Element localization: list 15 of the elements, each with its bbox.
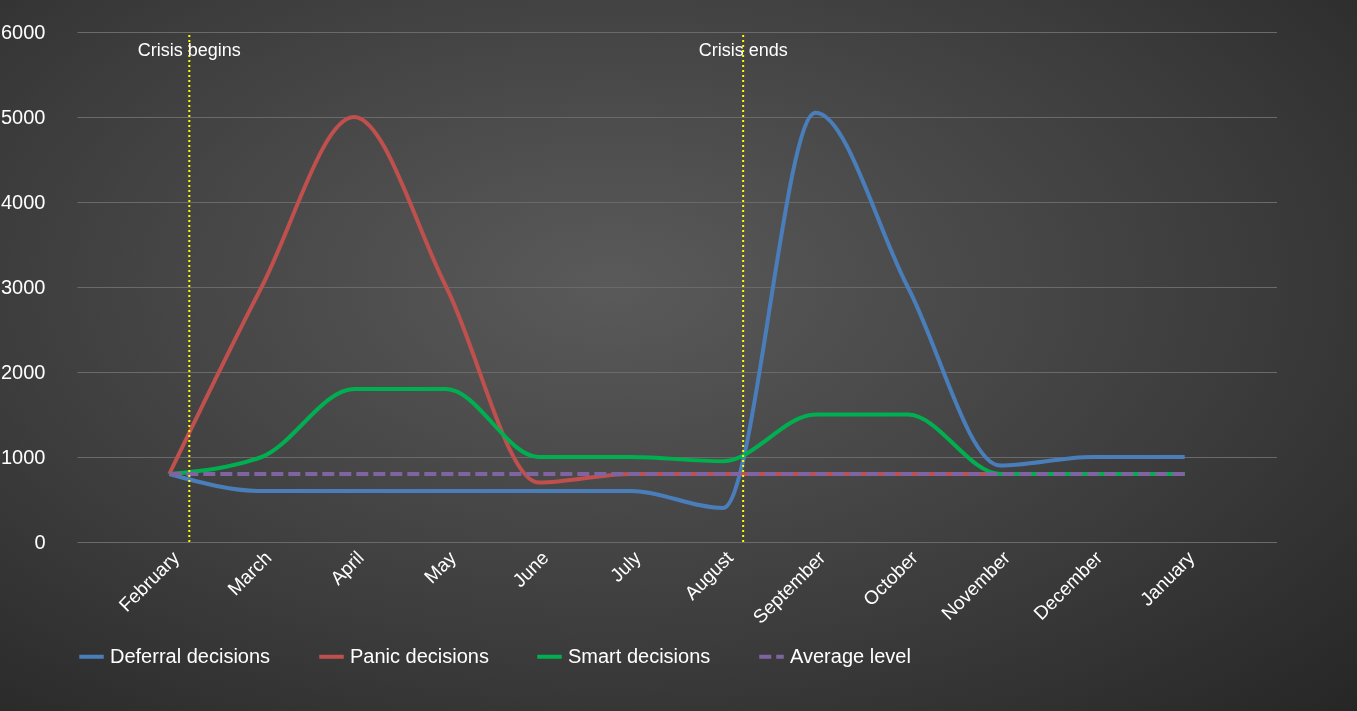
y-tick-label: 5000 bbox=[1, 105, 46, 128]
y-tick-label: 1000 bbox=[1, 445, 46, 468]
legend-label: Average level bbox=[790, 644, 911, 667]
legend-label: Smart decisions bbox=[568, 644, 711, 667]
legend-label: Panic decisions bbox=[350, 644, 489, 667]
x-tick-label: July bbox=[606, 546, 646, 586]
y-tick-label: 6000 bbox=[1, 20, 46, 43]
ref-line-label: Crisis begins bbox=[137, 40, 241, 60]
y-tick-label: 3000 bbox=[1, 275, 46, 298]
y-tick-label: 2000 bbox=[1, 360, 46, 383]
y-tick-label: 4000 bbox=[1, 190, 46, 213]
ref-line-label: Crisis ends bbox=[698, 40, 788, 60]
x-tick-label: May bbox=[419, 546, 461, 588]
y-tick-label: 0 bbox=[34, 530, 46, 553]
legend-label: Deferral decisions bbox=[110, 644, 271, 667]
